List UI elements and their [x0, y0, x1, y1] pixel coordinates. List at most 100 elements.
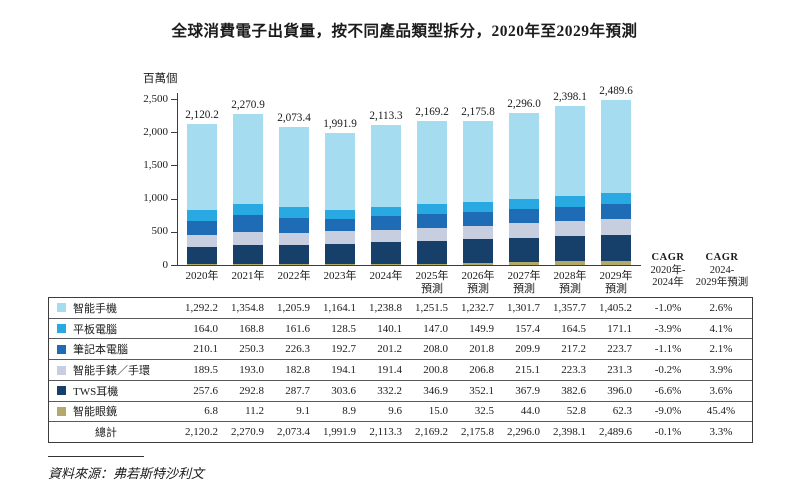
stacked-bar [417, 120, 447, 265]
bar-total-label: 2,169.2 [415, 105, 449, 118]
x-axis-label: 2025年 預測 [415, 270, 449, 295]
legend-swatch [57, 365, 66, 375]
cagr-header-line: CAGR [705, 252, 739, 263]
bar-segment [325, 264, 355, 265]
value-cell: 2,175.8 [461, 426, 494, 439]
bar-segment [233, 114, 263, 205]
value-cell: 9.1 [296, 405, 310, 418]
bar-segment [463, 239, 493, 263]
stacked-bar [371, 124, 401, 265]
bar-segment [555, 195, 585, 207]
cagr-2020-2024-cell: -0.2% [654, 364, 682, 377]
bar-segment [187, 234, 217, 248]
cagr-header-line: 2024- [709, 264, 735, 276]
y-axis-tick [171, 265, 177, 266]
bar-segment [279, 245, 309, 265]
bar-total-label: 2,120.2 [185, 109, 219, 122]
bar-segment [417, 120, 447, 205]
cagr-2020-2024-cell: -9.0% [654, 405, 682, 418]
cagr-2020-2024-cell: -3.9% [654, 322, 682, 335]
bar-segment [279, 218, 309, 234]
y-axis-line [177, 93, 178, 266]
bar-segment [417, 204, 447, 214]
bar-segment [509, 237, 539, 263]
value-cell: 168.8 [239, 322, 264, 335]
table-row: TWS耳機 257.6 292.8 287.7 303.6 332.2 346.9 352.1… [49, 379, 752, 401]
bar-segment [509, 262, 539, 265]
row-label: 智能手機 [73, 302, 117, 315]
bar-segment [463, 212, 493, 226]
value-cell: 257.6 [193, 384, 218, 397]
bar-segment [371, 264, 401, 265]
stacked-bar [601, 99, 631, 265]
value-cell: 194.1 [331, 364, 356, 377]
bar-total-label: 2,175.8 [461, 105, 495, 118]
bar-segment [555, 221, 585, 237]
bar-segment [371, 206, 401, 217]
value-cell: 367.9 [515, 384, 540, 397]
value-cell: 182.8 [285, 364, 310, 377]
x-axis-label: 2026年 預測 [461, 270, 495, 295]
row-label: 總計 [95, 427, 117, 440]
value-cell: 201.2 [377, 343, 402, 356]
value-cell: 15.0 [428, 405, 448, 418]
bar-segment [601, 260, 631, 265]
table-row: 筆記本電腦 210.1 250.3 226.3 192.7 201.2 208.0 201.8… [49, 338, 752, 359]
cagr-2020-2024-cell: -1.1% [654, 343, 682, 356]
bar-segment [371, 242, 401, 265]
bar-segment [279, 127, 309, 208]
bar-segment [555, 261, 585, 265]
value-cell: 396.0 [607, 384, 632, 397]
bar-segment [233, 264, 263, 265]
value-cell: 128.5 [331, 322, 356, 335]
legend-swatch [57, 303, 66, 313]
cagr-header-line: 2020年- [650, 264, 686, 276]
x-axis-label: 2023年 [323, 270, 357, 282]
value-cell: 223.7 [607, 343, 632, 356]
value-cell: 382.6 [561, 384, 586, 397]
bar-segment [555, 236, 585, 262]
cagr-2020-2024-cell: -6.6% [654, 384, 682, 397]
bar-segment [187, 220, 217, 235]
value-cell: 346.9 [423, 384, 448, 397]
bar-segment [279, 233, 309, 246]
value-cell: 2,296.0 [507, 426, 540, 439]
x-axis-label: 2027年 預測 [507, 270, 541, 295]
value-cell: 193.0 [239, 364, 264, 377]
value-cell: 147.0 [423, 322, 448, 335]
y-axis-tick [171, 132, 177, 134]
value-cell: 32.5 [474, 405, 494, 418]
row-label-cell: 智能手機 [49, 300, 172, 316]
y-axis-tick-label: 2,000 [143, 125, 168, 138]
bar-segment [279, 207, 309, 219]
stacked-bar [279, 127, 309, 265]
bar-segment [233, 231, 263, 245]
cagr-2024-2029-cell: 45.4% [706, 405, 736, 418]
value-cell: 1,238.8 [369, 301, 402, 314]
value-cell: 6.8 [204, 405, 218, 418]
value-cell: 201.8 [469, 343, 494, 356]
value-cell: 226.3 [285, 343, 310, 356]
value-cell: 189.5 [193, 364, 218, 377]
bar-segment [601, 192, 631, 205]
value-cell: 164.0 [193, 322, 218, 335]
cagr-header-line: 2024年 [652, 277, 684, 288]
bar-segment [463, 262, 493, 265]
value-cell: 171.1 [607, 322, 632, 335]
row-label: 筆記本電腦 [73, 344, 128, 357]
bar-segment [371, 124, 401, 207]
bar-segment [417, 240, 447, 264]
stacked-bar [187, 124, 217, 265]
value-cell: 1,292.2 [185, 301, 218, 314]
bar-segment [555, 105, 585, 196]
bar-segment [509, 112, 539, 199]
row-label-cell: TWS耳機 [49, 383, 172, 399]
value-cell: 217.2 [561, 343, 586, 356]
legend-swatch [57, 344, 66, 354]
value-cell: 161.6 [285, 322, 310, 335]
source-divider [48, 456, 144, 457]
bar-segment [417, 227, 447, 241]
bar-segment [509, 223, 539, 238]
bar-segment [279, 264, 309, 265]
